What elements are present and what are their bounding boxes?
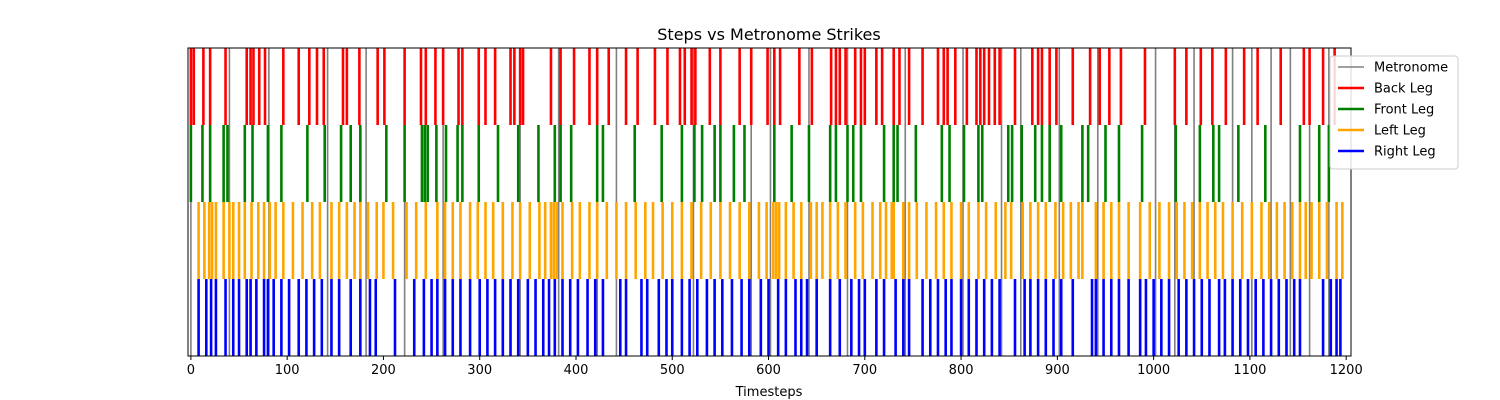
- series-back-leg: [189, 48, 1336, 125]
- legend: Metronome Back Leg Front Leg Left Leg Right …: [1329, 55, 1459, 170]
- x-axis: 0 100 200 300 400 500 600 700 800 900 1000 1100 1200: [187, 356, 1363, 378]
- x-tick-label: 1100: [1233, 363, 1266, 378]
- legend-label-back-leg: Back Leg: [1374, 82, 1433, 97]
- x-axis-label: Timesteps: [735, 385, 803, 400]
- x-tick-label: 1200: [1330, 363, 1363, 378]
- x-tick-label: 900: [1045, 363, 1070, 378]
- series-left-leg: [197, 202, 1344, 279]
- event-marks: [189, 48, 1344, 356]
- x-tick-label: 800: [949, 363, 974, 378]
- x-tick-label: 100: [275, 363, 300, 378]
- series-front-leg: [189, 125, 1331, 202]
- legend-box: [1329, 55, 1459, 170]
- x-tick-label: 200: [371, 363, 396, 378]
- x-tick-label: 400: [564, 363, 589, 378]
- x-tick-label: 700: [852, 363, 877, 378]
- x-tick-label: 1000: [1137, 363, 1170, 378]
- plot-frame: [187, 47, 1352, 357]
- series-right-leg: [197, 279, 1342, 356]
- chart-title: Steps vs Metronome Strikes: [657, 25, 880, 44]
- legend-label-metronome: Metronome: [1374, 61, 1448, 76]
- legend-label-front-leg: Front Leg: [1374, 103, 1434, 118]
- x-tick-label: 600: [756, 363, 781, 378]
- x-tick-label: 0: [187, 363, 195, 378]
- x-tick-label: 300: [467, 363, 492, 378]
- x-tick-label: 500: [660, 363, 685, 378]
- legend-label-right-leg: Right Leg: [1374, 145, 1436, 160]
- legend-label-left-leg: Left Leg: [1374, 124, 1426, 139]
